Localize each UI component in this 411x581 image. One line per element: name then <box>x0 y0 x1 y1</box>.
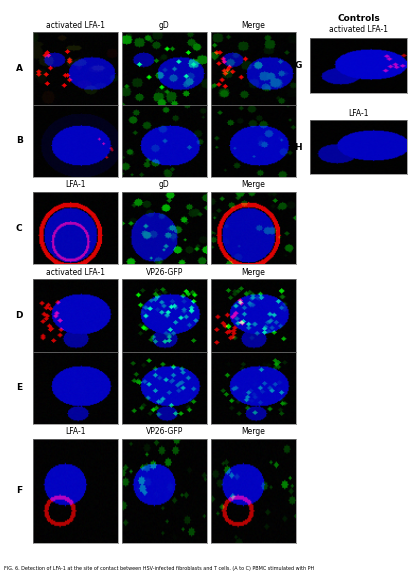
Text: activated LFA-1: activated LFA-1 <box>46 268 105 277</box>
Text: D: D <box>15 311 23 320</box>
Text: gD: gD <box>159 21 170 30</box>
Text: FIG. 6. Detection of LFA-1 at the site of contact between HSV-infected fibroblas: FIG. 6. Detection of LFA-1 at the site o… <box>4 565 314 571</box>
Text: Merge: Merge <box>242 21 266 30</box>
Text: Merge: Merge <box>242 268 266 277</box>
Text: activated LFA-1: activated LFA-1 <box>46 21 105 30</box>
Text: VP26-GFP: VP26-GFP <box>146 268 183 277</box>
Text: LFA-1: LFA-1 <box>349 109 369 117</box>
Text: LFA-1: LFA-1 <box>65 428 85 436</box>
Text: Merge: Merge <box>242 181 266 189</box>
Text: G: G <box>295 61 302 70</box>
Text: F: F <box>16 486 23 496</box>
Text: gD: gD <box>159 181 170 189</box>
Text: VP26-GFP: VP26-GFP <box>146 428 183 436</box>
Text: C: C <box>16 224 23 232</box>
Text: Controls: Controls <box>337 15 380 23</box>
Text: B: B <box>16 137 23 145</box>
Text: A: A <box>16 64 23 73</box>
Text: LFA-1: LFA-1 <box>65 181 85 189</box>
Text: H: H <box>294 142 302 152</box>
Text: E: E <box>16 383 23 392</box>
Text: activated LFA-1: activated LFA-1 <box>329 25 388 34</box>
Text: Merge: Merge <box>242 428 266 436</box>
